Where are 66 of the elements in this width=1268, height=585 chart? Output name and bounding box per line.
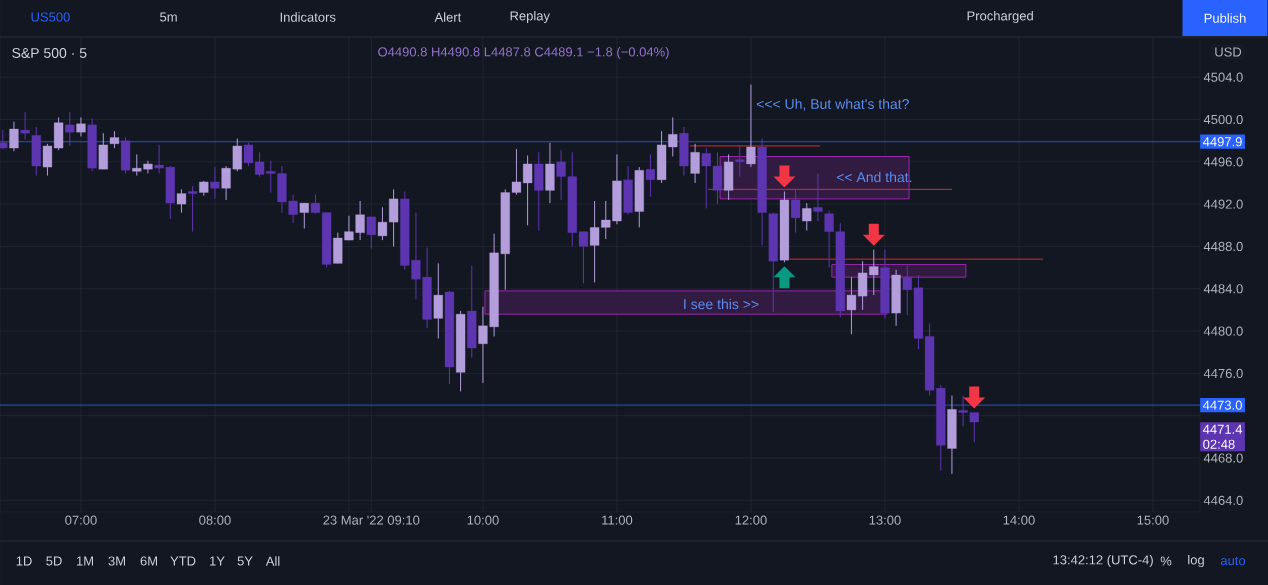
candlestick xyxy=(802,202,812,232)
text: % xyxy=(1160,556,1172,566)
candlestick xyxy=(813,172,823,222)
text: 6M xyxy=(140,556,157,566)
x-tick-label: 12:00 xyxy=(735,515,767,525)
text: 1D xyxy=(16,556,32,566)
candlestick xyxy=(210,166,220,200)
candlestick xyxy=(299,202,309,229)
text: Replay xyxy=(510,10,550,24)
x-tick-label: 10:00 xyxy=(467,515,499,525)
text: All xyxy=(265,556,280,566)
text: auto xyxy=(1220,556,1246,566)
x-tick-label: 14:00 xyxy=(1003,515,1035,525)
candlestick xyxy=(433,262,443,339)
text: Indicators xyxy=(280,12,336,22)
text: log xyxy=(1188,554,1204,568)
text: Procharged xyxy=(967,10,1033,24)
text: YTD xyxy=(170,556,196,566)
y-tick-label: 4484.0 xyxy=(1203,284,1243,294)
text: Publish xyxy=(1204,13,1246,23)
candlestick xyxy=(366,216,376,250)
candlestick xyxy=(790,188,801,234)
candlestick xyxy=(176,188,187,214)
y-tick-label: 4480.0 xyxy=(1203,326,1243,336)
candlestick xyxy=(187,185,198,233)
text: 1Y xyxy=(210,556,225,566)
text: O4490.8 H4490.8 L4487.8 C4489.1 −1.8 (−0.04%) xyxy=(378,46,669,60)
y-tick-label: 4468.0 xyxy=(1203,453,1243,463)
candlestick xyxy=(746,84,756,168)
text: 3M xyxy=(108,556,125,566)
y-tick-label: 4492.0 xyxy=(1203,199,1243,209)
x-tick-label: 11:00 xyxy=(602,515,633,525)
text: 13:42:12 (UTC-4) xyxy=(1053,554,1153,568)
text: 02:48 xyxy=(1203,439,1235,449)
text: Alert xyxy=(434,12,462,22)
annotation: <<< Uh, But what's that? xyxy=(756,98,909,111)
text: US500 xyxy=(31,12,70,22)
x-tick-label: 07:00 xyxy=(65,515,97,525)
text: 4471.4 xyxy=(1202,424,1243,434)
y-tick-label: 4500.0 xyxy=(1203,114,1243,125)
x-tick-label: 08:00 xyxy=(199,515,231,525)
candlestick xyxy=(20,111,30,141)
x-tick-label: 13:00 xyxy=(869,515,901,525)
candlestick xyxy=(9,121,19,152)
text: 5m xyxy=(160,12,177,22)
y-tick-label: 4476.0 xyxy=(1203,368,1243,378)
text: 5D xyxy=(46,556,62,566)
y-tick-label: 4488.0 xyxy=(1203,241,1243,252)
annotation: I see this >> xyxy=(684,298,759,310)
candlestick xyxy=(690,143,700,184)
ref-line-label: 4473.0 xyxy=(1202,400,1242,410)
text: 5Y xyxy=(237,556,253,566)
text: USD xyxy=(1215,47,1242,57)
x-tick-label: 23 Mar '22 09:10 xyxy=(323,515,420,525)
y-tick-label: 4504.0 xyxy=(1203,72,1243,82)
x-tick-label: 15:00 xyxy=(1137,515,1169,525)
candlestick xyxy=(76,116,86,137)
y-tick-label: 4496.0 xyxy=(1203,157,1243,167)
y-tick-label: 4464.0 xyxy=(1203,495,1243,505)
ref-line-label: 4497.9 xyxy=(1202,137,1242,147)
annotation: << And that. xyxy=(836,171,912,183)
candlestick xyxy=(735,144,745,178)
text: 1M xyxy=(76,556,93,566)
text: S&P 500 · 5 xyxy=(12,48,87,58)
candlestick xyxy=(645,153,656,198)
candlestick xyxy=(65,111,75,147)
